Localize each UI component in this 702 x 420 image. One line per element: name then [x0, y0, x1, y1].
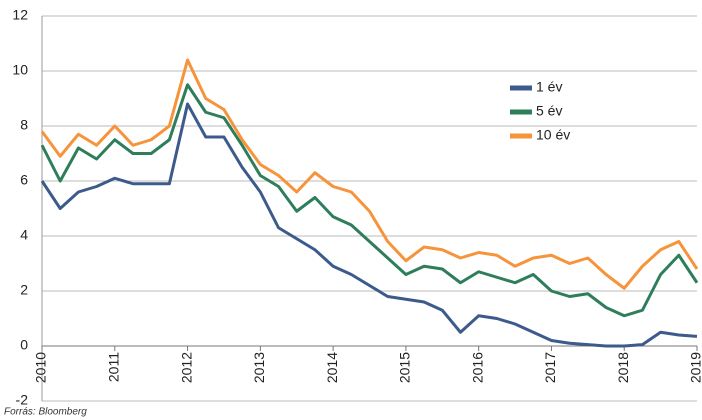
x-tick-label: 2011: [105, 352, 121, 382]
y-tick-label: -2: [16, 392, 29, 408]
source-note: Forrás: Bloomberg: [4, 407, 87, 418]
series-line: [40, 83, 699, 318]
x-tick-label: 2010: [33, 352, 49, 383]
y-tick-label: 12: [12, 7, 28, 23]
y-tick-label: 0: [20, 337, 28, 353]
legend-label: 5 év: [536, 103, 562, 119]
x-tick-label: 2019: [688, 352, 702, 383]
y-tick-label: 6: [20, 172, 28, 188]
x-tick-label: 2014: [324, 352, 340, 383]
legend-label: 10 év: [536, 127, 570, 143]
x-tick-label: 2012: [178, 352, 194, 383]
x-tick-label: 2017: [542, 352, 558, 383]
y-tick-label: 2: [20, 282, 28, 298]
y-tick-label: 10: [12, 62, 28, 78]
x-tick-label: 2015: [397, 352, 413, 383]
legend-label: 1 év: [536, 79, 562, 95]
y-tick-label: 4: [20, 227, 28, 243]
x-tick-label: 2013: [251, 352, 267, 383]
x-tick-label: 2018: [615, 352, 631, 383]
x-tick-label: 2016: [469, 352, 485, 383]
y-tick-label: 8: [20, 117, 28, 133]
series-line: [40, 58, 699, 290]
series-line: [40, 102, 698, 348]
